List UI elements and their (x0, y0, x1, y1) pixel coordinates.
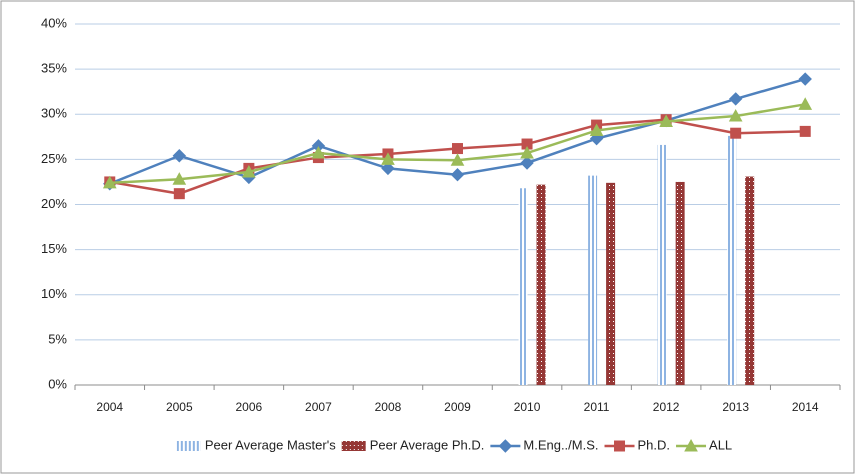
y-tick-label: 20% (41, 196, 67, 211)
legend-label: M.Eng../M.S. (523, 437, 598, 452)
marker-diamond (798, 72, 812, 86)
marker-triangle (728, 109, 743, 122)
marker-triangle (242, 164, 256, 178)
bar (536, 184, 546, 385)
legend: Peer Average Master's Peer Average Ph.D. M… (176, 437, 732, 453)
y-tick-label: 15% (41, 241, 67, 256)
marker-square (452, 143, 463, 155)
y-tick-label: 0% (48, 376, 67, 391)
bar (745, 176, 755, 385)
bar (518, 188, 528, 385)
legend-swatch (341, 441, 366, 451)
legend-label: Peer Average Master's (205, 437, 336, 452)
marker-triangle (311, 146, 326, 159)
marker-triangle (684, 438, 698, 452)
x-tick-label: 2010 (514, 400, 541, 414)
marker-triangle (102, 175, 117, 189)
x-tick-label: 2006 (236, 400, 263, 414)
marker-triangle (381, 152, 395, 165)
marker-square (173, 188, 185, 200)
marker-triangle (520, 146, 534, 159)
marker-diamond (520, 156, 534, 170)
bar (588, 175, 598, 385)
marker-diamond (172, 149, 187, 163)
y-tick-label: 40% (41, 15, 67, 30)
legend-label: Ph.D. (638, 437, 671, 452)
marker-diamond (381, 161, 395, 176)
y-tick-label: 35% (41, 61, 67, 76)
x-tick-label: 2012 (653, 400, 680, 414)
marker-diamond (498, 439, 513, 453)
bar (727, 135, 737, 385)
marker-square (614, 440, 626, 452)
y-tick-label: 30% (41, 106, 67, 121)
x-tick-label: 2004 (96, 400, 123, 414)
legend-label: ALL (709, 437, 732, 452)
bar (675, 181, 685, 385)
marker-triangle (589, 123, 604, 136)
x-tick-label: 2007 (305, 400, 332, 414)
y-tick-label: 25% (41, 151, 67, 166)
legend-label: Peer Average Ph.D. (370, 437, 485, 452)
marker-diamond (450, 168, 465, 182)
marker-square (730, 127, 742, 139)
marker-square (799, 125, 811, 137)
x-tick-label: 2009 (444, 400, 471, 414)
marker-triangle (659, 114, 673, 127)
x-tick-label: 2005 (166, 400, 193, 414)
y-tick-label: 5% (48, 331, 67, 346)
marker-triangle (450, 153, 465, 166)
x-tick-label: 2008 (375, 400, 402, 414)
marker-triangle (172, 172, 187, 185)
x-tick-label: 2013 (722, 400, 749, 414)
marker-diamond (728, 92, 743, 106)
marker-triangle (798, 97, 813, 110)
y-tick-label: 10% (41, 286, 67, 301)
bar (657, 144, 667, 385)
x-tick-label: 2014 (792, 400, 819, 414)
legend-swatch (176, 441, 201, 451)
bar (606, 182, 616, 385)
x-tick-label: 2011 (584, 400, 610, 414)
